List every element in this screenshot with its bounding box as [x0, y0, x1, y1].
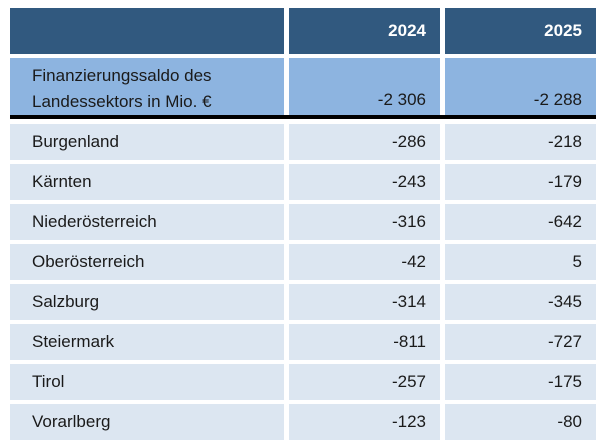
summary-label-line1: Finanzierungssaldo des — [32, 66, 212, 85]
row-label: Niederösterreich — [10, 204, 284, 240]
row-value-2024: -316 — [289, 204, 440, 240]
row-value-2024: -257 — [289, 364, 440, 400]
row-value-2025: -642 — [445, 204, 596, 240]
summary-value-2024: -2 306 — [289, 58, 440, 115]
row-label: Salzburg — [10, 284, 284, 320]
table-row-niederoesterreich: Niederösterreich -316 -642 — [10, 204, 596, 240]
summary-label: Finanzierungssaldo des Landessektors in … — [10, 58, 284, 115]
finanzierungssaldo-table: 2024 2025 Finanzierungssaldo des Landess… — [10, 8, 596, 444]
header-year-2024: 2024 — [289, 8, 440, 54]
table-row-tirol: Tirol -257 -175 — [10, 364, 596, 400]
row-label: Vorarlberg — [10, 404, 284, 440]
row-value-2024: -811 — [289, 324, 440, 360]
table-row-steiermark: Steiermark -811 -727 — [10, 324, 596, 360]
row-value-2025: -218 — [445, 124, 596, 160]
row-value-2024: -42 — [289, 244, 440, 280]
row-label: Burgenland — [10, 124, 284, 160]
row-value-2025: -179 — [445, 164, 596, 200]
table-row-kaernten: Kärnten -243 -179 — [10, 164, 596, 200]
row-label: Steiermark — [10, 324, 284, 360]
table-row-vorarlberg: Vorarlberg -123 -80 — [10, 404, 596, 440]
summary-row: Finanzierungssaldo des Landessektors in … — [10, 58, 596, 115]
row-value-2024: -123 — [289, 404, 440, 440]
header-row: 2024 2025 — [10, 8, 596, 54]
summary-value-2025: -2 288 — [445, 58, 596, 115]
table-row-salzburg: Salzburg -314 -345 — [10, 284, 596, 320]
row-label: Oberösterreich — [10, 244, 284, 280]
header-empty-cell — [10, 8, 284, 54]
table-row-burgenland: Burgenland -286 -218 — [10, 124, 596, 160]
row-value-2024: -314 — [289, 284, 440, 320]
thick-divider — [10, 115, 596, 119]
row-value-2025: 5 — [445, 244, 596, 280]
header-year-2025: 2025 — [445, 8, 596, 54]
summary-label-line2: Landessektors in Mio. € — [32, 92, 212, 111]
row-label: Tirol — [10, 364, 284, 400]
row-value-2024: -243 — [289, 164, 440, 200]
row-label: Kärnten — [10, 164, 284, 200]
row-value-2025: -175 — [445, 364, 596, 400]
row-value-2024: -286 — [289, 124, 440, 160]
row-value-2025: -727 — [445, 324, 596, 360]
table-row-oberoesterreich: Oberösterreich -42 5 — [10, 244, 596, 280]
row-value-2025: -345 — [445, 284, 596, 320]
row-value-2025: -80 — [445, 404, 596, 440]
